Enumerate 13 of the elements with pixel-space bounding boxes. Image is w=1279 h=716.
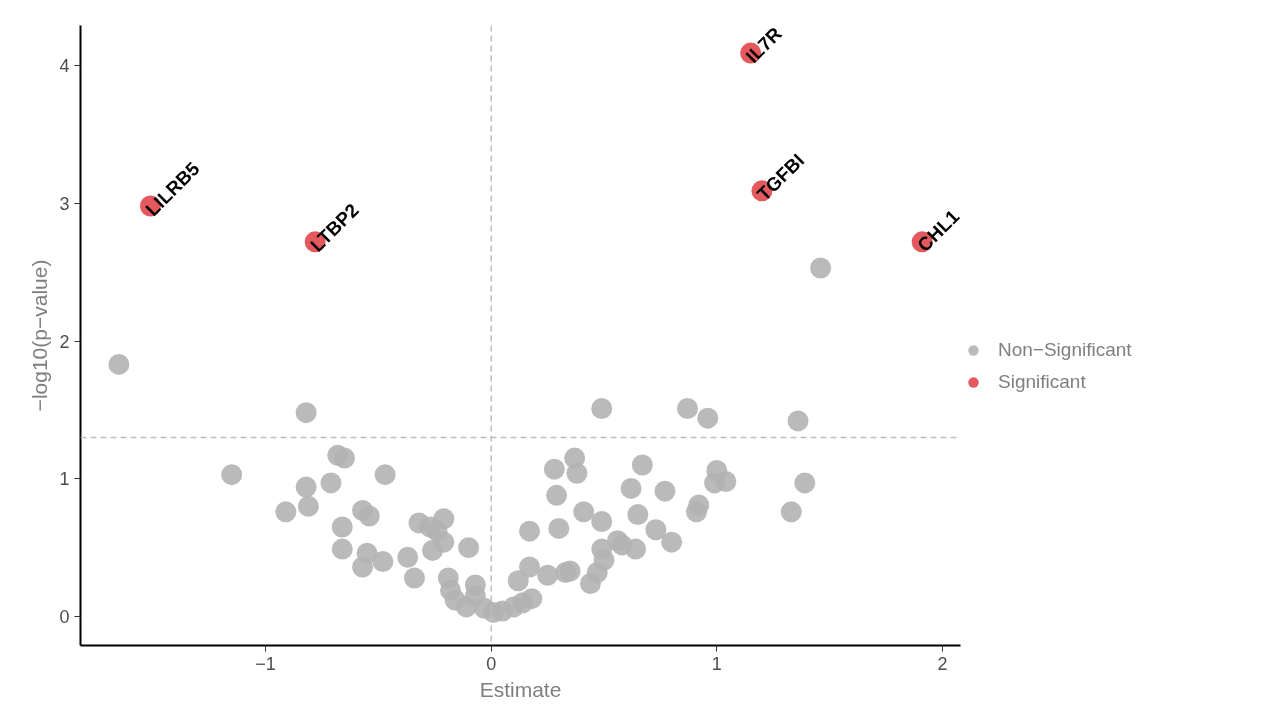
y-tick-label: 3: [59, 193, 70, 214]
x-tick-label: −1: [255, 653, 276, 674]
y-axis-title: −log10(p−value): [28, 259, 52, 412]
x-tick-label: 2: [937, 653, 948, 674]
y-tick-label: 4: [59, 55, 70, 76]
y-tick-label: 2: [59, 331, 70, 352]
x-tick-label: 1: [711, 653, 722, 674]
x-tick-label: 0: [486, 653, 497, 674]
legend-label: Non−Significant: [998, 339, 1132, 361]
legend-label: Significant: [998, 371, 1086, 393]
y-tick-label: 0: [59, 607, 70, 628]
x-axis-title: Estimate: [479, 677, 562, 701]
y-tick-label: 1: [59, 469, 70, 490]
